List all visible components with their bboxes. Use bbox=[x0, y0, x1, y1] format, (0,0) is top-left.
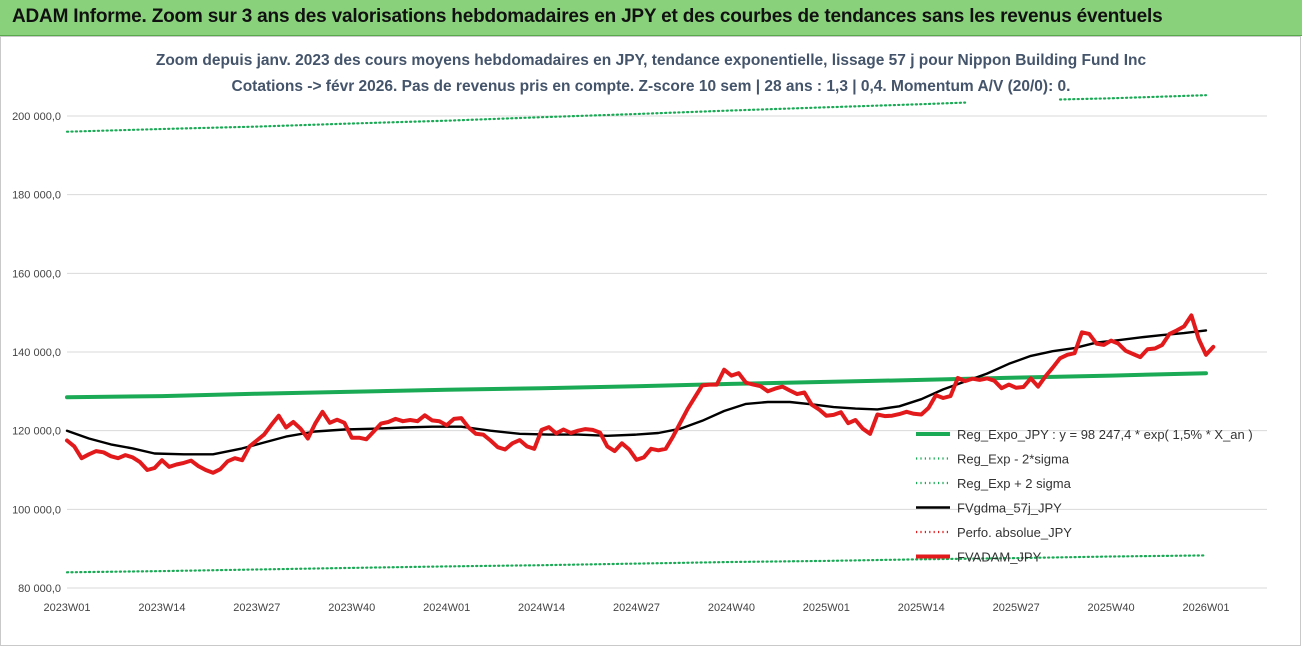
y-tick-label: 180 000,0 bbox=[12, 190, 61, 202]
y-tick-label: 80 000,0 bbox=[18, 583, 61, 595]
x-tick-label: 2024W27 bbox=[613, 602, 660, 614]
x-tick-label: 2026W01 bbox=[1182, 602, 1229, 614]
legend-label: Perfo. absolue_JPY bbox=[957, 525, 1072, 540]
chart-title-line-1: Zoom depuis janv. 2023 des cours moyens … bbox=[155, 52, 1147, 69]
legend-label: Reg_Exp + 2 sigma bbox=[957, 476, 1072, 491]
series-line-1 bbox=[65, 554, 1208, 574]
chart-frame bbox=[0, 36, 1301, 646]
x-tick-label: 2024W40 bbox=[708, 602, 755, 614]
y-tick-label: 200 000,0 bbox=[12, 111, 61, 123]
x-tick-label: 2023W27 bbox=[233, 602, 280, 614]
y-tick-label: 120 000,0 bbox=[12, 426, 61, 438]
x-tick-label: 2025W01 bbox=[803, 602, 850, 614]
x-tick-label: 2023W40 bbox=[328, 602, 375, 614]
series-line-0 bbox=[65, 371, 1208, 400]
legend-label: Reg_Exp - 2*sigma bbox=[957, 452, 1070, 467]
series-line-2 bbox=[1058, 94, 1208, 101]
series-lines bbox=[65, 94, 1216, 574]
x-tick-label: 2025W14 bbox=[898, 602, 945, 614]
x-axis-ticks: 2023W01 2023W14 2023W27 2023W40 2024W01 2024W… bbox=[43, 602, 1229, 614]
report-title: ADAM Informe. Zoom sur 3 ans des valoris… bbox=[12, 6, 1163, 27]
legend-label: FVgdma_57j_JPY bbox=[957, 501, 1062, 516]
legend-label: FVADAM_JPY bbox=[957, 550, 1042, 565]
x-tick-label: 2024W14 bbox=[518, 602, 565, 614]
series-line-2 bbox=[65, 101, 967, 133]
y-tick-label: 100 000,0 bbox=[12, 504, 61, 516]
y-axis-ticks: 80 000,0 100 000,0 120 000,0 140 000,0 160 0… bbox=[12, 111, 61, 595]
x-tick-label: 2024W01 bbox=[423, 602, 470, 614]
series-line-3 bbox=[65, 329, 1208, 456]
legend: Reg_Expo_JPY : y = 98 247,4 * exp( 1,5% … bbox=[916, 427, 1253, 565]
chart-title-line-2: Cotations -> févr 2026. Pas de revenus p… bbox=[231, 78, 1071, 95]
y-tick-label: 140 000,0 bbox=[12, 347, 61, 359]
gridlines bbox=[67, 115, 1267, 589]
x-tick-label: 2025W27 bbox=[993, 602, 1040, 614]
x-tick-label: 2023W01 bbox=[43, 602, 90, 614]
legend-label: Reg_Expo_JPY : y = 98 247,4 * exp( 1,5% … bbox=[957, 427, 1253, 442]
report-banner: ADAM Informe. Zoom sur 3 ans des valoris… bbox=[0, 0, 1302, 36]
x-tick-label: 2025W40 bbox=[1088, 602, 1135, 614]
x-tick-label: 2023W14 bbox=[138, 602, 185, 614]
series-line-5 bbox=[65, 313, 1216, 475]
y-tick-label: 160 000,0 bbox=[12, 268, 61, 280]
